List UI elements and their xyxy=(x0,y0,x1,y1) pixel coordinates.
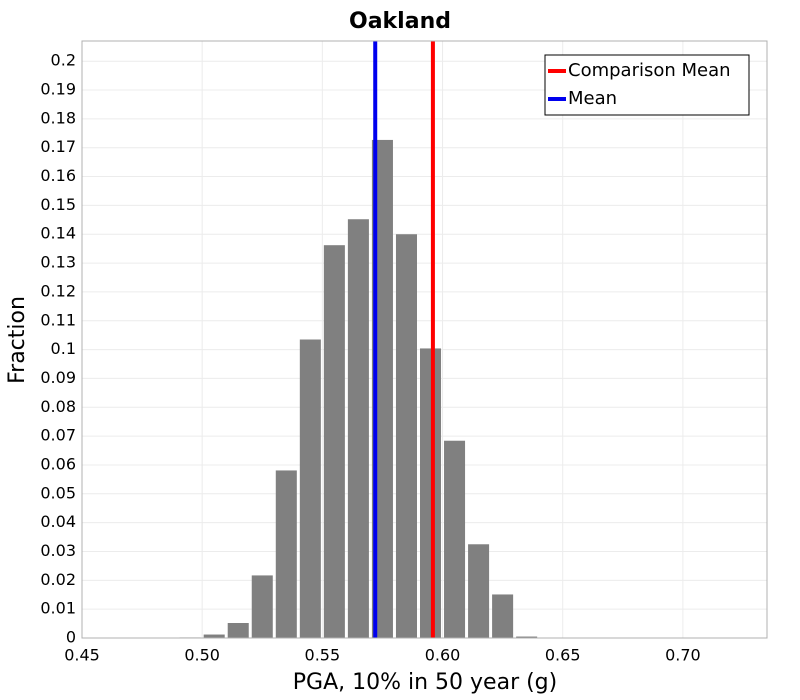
mean-lines xyxy=(373,41,435,638)
y-tick-label: 0.19 xyxy=(40,80,76,99)
y-axis-ticks: 0 0.01 0.02 0.03 0.04 0.05 0.06 0.07 0.08 0.09 0.1… xyxy=(40,51,76,647)
legend: Comparison Mean Mean xyxy=(544,54,750,116)
y-tick-label: 0.11 xyxy=(40,310,76,329)
x-axis-label: PGA, 10% in 50 year (g) xyxy=(293,670,557,695)
y-tick-label: 0 xyxy=(66,628,76,647)
histogram-bar xyxy=(275,470,297,638)
y-tick-label: 0.03 xyxy=(40,541,76,560)
legend-box xyxy=(544,54,750,116)
y-tick-label: 0.14 xyxy=(40,224,76,243)
x-tick-label: 0.60 xyxy=(425,646,461,665)
histogram-bar xyxy=(251,575,273,638)
histogram-bar xyxy=(444,440,466,638)
y-tick-label: 0.17 xyxy=(40,137,76,156)
legend-label-comparison-mean: Comparison Mean xyxy=(568,60,731,81)
x-tick-label: 0.50 xyxy=(184,646,220,665)
histogram-bar xyxy=(395,234,417,639)
y-tick-label: 0.16 xyxy=(40,166,76,185)
histogram-bar xyxy=(419,348,442,638)
x-tick-label: 0.65 xyxy=(545,646,581,665)
histogram-bars xyxy=(179,139,538,639)
legend-label-mean: Mean xyxy=(568,88,617,109)
y-tick-label: 0.06 xyxy=(40,454,76,473)
x-tick-label: 0.70 xyxy=(665,646,701,665)
y-tick-label: 0.13 xyxy=(40,253,76,272)
histogram-bar xyxy=(516,636,538,638)
y-tick-label: 0.18 xyxy=(40,108,76,127)
y-tick-label: 0.12 xyxy=(40,281,76,300)
histogram-bar xyxy=(492,594,514,638)
y-tick-label: 0.2 xyxy=(51,51,76,70)
plot-area-frame xyxy=(81,40,768,639)
x-tick-label: 0.55 xyxy=(305,646,341,665)
y-tick-label: 0.07 xyxy=(40,426,76,445)
y-tick-label: 0.09 xyxy=(40,368,76,387)
histogram-bar xyxy=(227,623,249,638)
y-axis-label: Fraction xyxy=(5,296,30,384)
y-tick-label: 0.01 xyxy=(40,599,76,618)
histogram-bar xyxy=(203,634,225,638)
y-tick-label: 0.04 xyxy=(40,512,76,531)
grid-lines xyxy=(81,41,767,639)
y-tick-label: 0.05 xyxy=(40,483,76,502)
x-tick-label: 0.45 xyxy=(64,646,100,665)
x-axis-ticks: 0.45 0.50 0.55 0.60 0.65 0.70 xyxy=(64,646,701,665)
y-tick-label: 0.02 xyxy=(40,570,76,589)
y-tick-label: 0.15 xyxy=(40,195,76,214)
histogram-bar xyxy=(299,339,321,638)
histogram-bar xyxy=(323,245,345,639)
chart-title: Oakland xyxy=(349,9,451,34)
y-tick-label: 0.1 xyxy=(51,339,76,358)
y-tick-label: 0.08 xyxy=(40,397,76,416)
histogram-bar xyxy=(347,219,369,638)
histogram-bar xyxy=(468,544,490,638)
